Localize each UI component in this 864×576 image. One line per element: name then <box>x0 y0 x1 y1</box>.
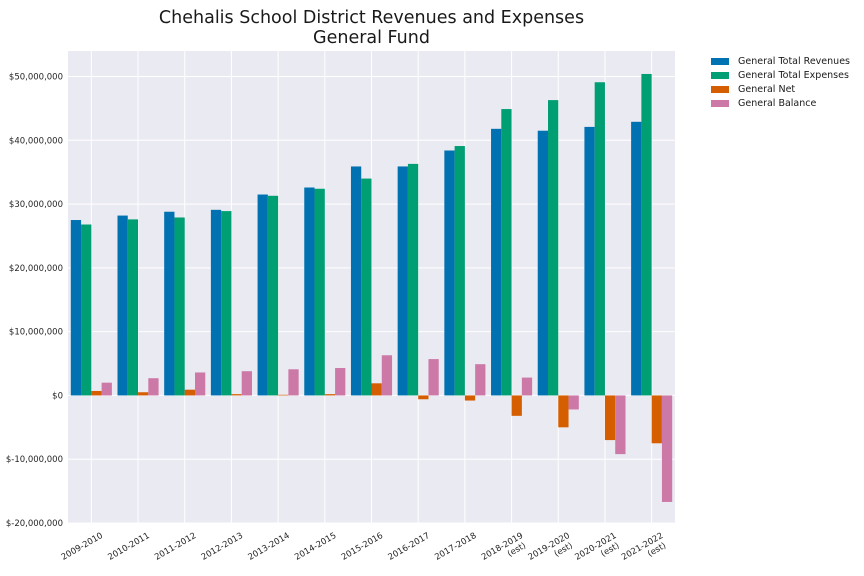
x-tick-label: 2009-2010 <box>60 531 105 563</box>
bar <box>521 377 533 396</box>
legend-item: General Net <box>711 82 850 96</box>
legend-label: General Total Expenses <box>738 69 849 81</box>
bar <box>371 383 382 396</box>
y-tick-label: $10,000,000 <box>9 328 63 338</box>
bar <box>615 395 626 455</box>
bar <box>267 195 279 396</box>
x-tick-label: 2011-2012 <box>153 531 198 563</box>
bar <box>464 395 476 401</box>
bar <box>241 371 252 396</box>
bar <box>558 395 569 428</box>
bar <box>324 394 336 396</box>
x-tick-label: 2017-2018 <box>433 531 478 563</box>
bar <box>547 100 559 396</box>
bar <box>174 217 185 396</box>
x-tick-label: 2015-2016 <box>340 531 385 563</box>
bar <box>584 126 595 396</box>
bar <box>91 390 102 396</box>
bar <box>397 166 408 396</box>
bar <box>138 392 149 396</box>
x-tick-label: 2018-2019(est) <box>480 531 530 571</box>
bar <box>101 382 112 396</box>
legend-item: General Balance <box>711 96 850 110</box>
bar <box>231 394 242 396</box>
bar <box>475 364 486 396</box>
bar <box>604 395 616 441</box>
bar <box>511 395 522 416</box>
bar <box>221 211 232 396</box>
y-tick-label: $50,000,000 <box>9 73 63 83</box>
bar <box>454 146 465 396</box>
bar <box>70 220 82 396</box>
bar <box>184 389 196 396</box>
bar <box>568 395 579 410</box>
bar <box>81 224 92 396</box>
bar <box>195 372 206 396</box>
y-tick-label: $20,000,000 <box>9 264 63 274</box>
legend-swatch <box>711 57 729 65</box>
bar <box>641 73 652 396</box>
bar <box>257 194 268 396</box>
bar <box>361 178 372 396</box>
bar <box>288 369 299 396</box>
legend-item: General Total Revenues <box>711 54 850 68</box>
chart-title-line-2: General Fund <box>313 28 430 48</box>
bar <box>418 395 429 400</box>
bar <box>661 395 673 502</box>
x-tick-label: 2010-2011 <box>106 531 151 563</box>
bar <box>335 368 346 396</box>
legend-item: General Total Expenses <box>711 68 850 82</box>
bar <box>651 395 662 444</box>
bar <box>594 82 605 396</box>
y-tick-label: $-20,000,000 <box>6 519 63 529</box>
x-tick-label: 2012-2013 <box>200 531 245 563</box>
legend-swatch <box>711 71 729 79</box>
bar <box>428 359 439 396</box>
legend-swatch <box>711 99 729 107</box>
x-tick-label: 2016-2017 <box>387 531 432 563</box>
chart-title-line-1: Chehalis School District Revenues and Ex… <box>158 8 585 28</box>
x-tick-label: 2014-2015 <box>293 531 338 563</box>
bar <box>491 128 502 396</box>
bar <box>381 355 393 396</box>
chart-title: Chehalis School District Revenues and Ex… <box>68 8 675 48</box>
bar <box>444 150 455 396</box>
bar <box>210 209 222 396</box>
bar <box>117 215 128 396</box>
bar <box>537 130 548 396</box>
bar <box>278 394 289 396</box>
bar <box>164 211 175 396</box>
x-tick-label: 2021-2022(est) <box>620 531 670 571</box>
bar <box>350 166 362 396</box>
legend-label: General Net <box>738 83 796 95</box>
legend-label: General Total Revenues <box>738 55 850 67</box>
bar <box>127 219 139 396</box>
y-tick-label: $40,000,000 <box>9 136 63 146</box>
y-tick-label: $-10,000,000 <box>6 455 63 465</box>
x-tick-label: 2013-2014 <box>246 531 291 563</box>
bar <box>631 121 642 396</box>
legend: General Total Revenues General Total Expe… <box>711 54 850 110</box>
bar <box>407 163 419 396</box>
legend-swatch <box>711 85 729 93</box>
y-tick-label: $0 <box>52 391 63 401</box>
x-tick-label: 2019-2020(est) <box>527 531 577 571</box>
bar <box>314 188 325 396</box>
legend-label: General Balance <box>738 97 817 109</box>
bar <box>148 378 159 396</box>
bar <box>501 109 512 396</box>
x-tick-label: 2020-2021(est) <box>573 531 623 571</box>
y-tick-label: $30,000,000 <box>9 200 63 210</box>
bar <box>304 187 315 396</box>
